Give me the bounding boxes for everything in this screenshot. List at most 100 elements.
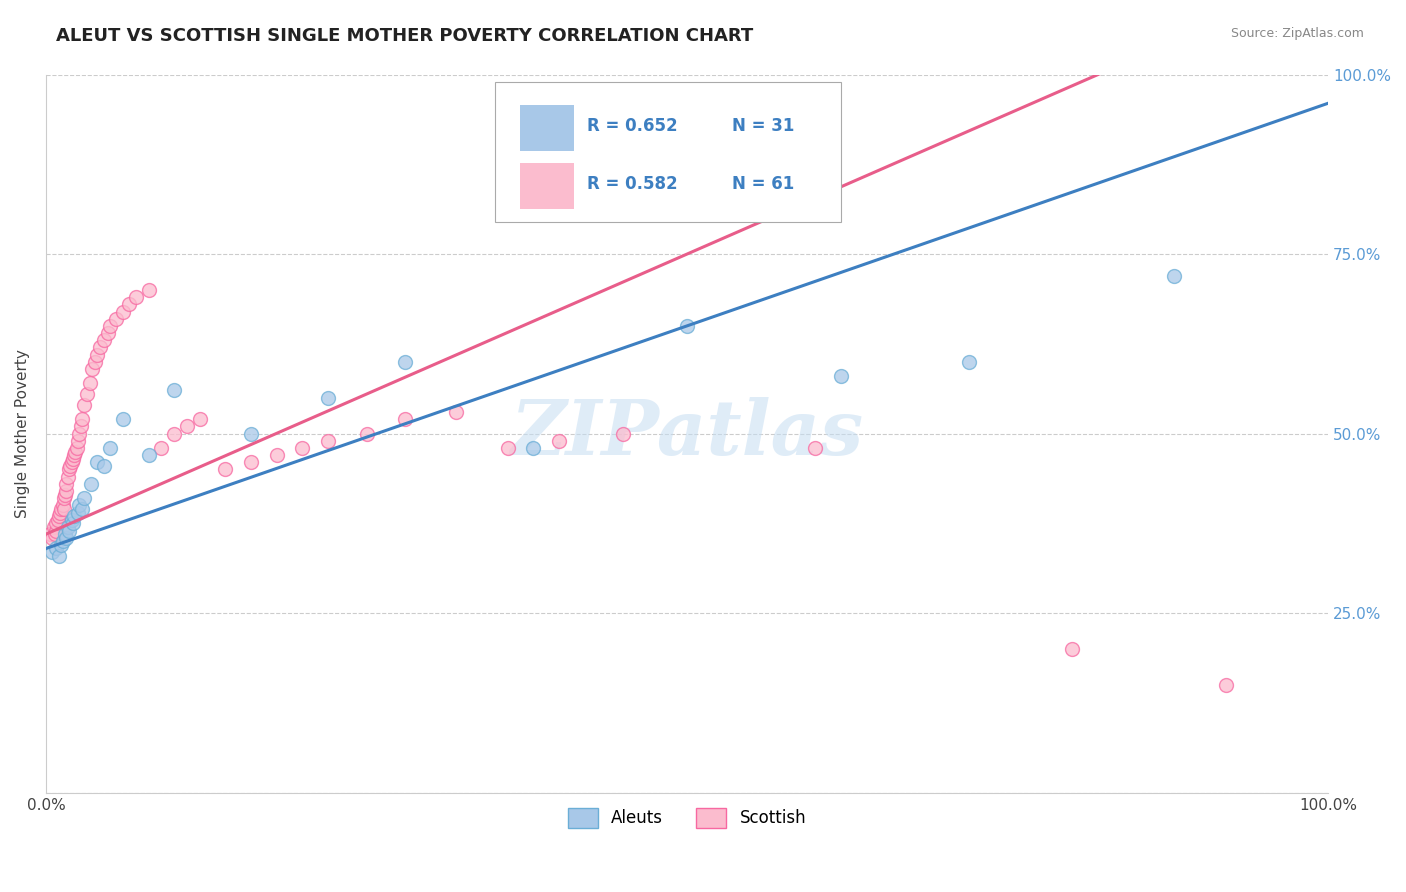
Point: [56, 469, 79, 483]
Point: [79, 376, 101, 391]
Point: [111, 304, 134, 318]
Point: [111, 412, 134, 426]
Point: [53, 488, 76, 502]
Point: [118, 297, 141, 311]
Point: [66, 434, 89, 448]
Text: ALEUT VS SCOTTISH SINGLE MOTHER POVERTY CORRELATION CHART: ALEUT VS SCOTTISH SINGLE MOTHER POVERTY …: [56, 27, 754, 45]
Point: [93, 458, 115, 473]
Point: [42, 520, 65, 534]
Point: [63, 448, 86, 462]
Point: [98, 318, 121, 333]
Point: [55, 531, 77, 545]
Point: [69, 419, 91, 434]
Point: [45, 524, 67, 538]
FancyBboxPatch shape: [520, 105, 574, 152]
Point: [240, 426, 263, 441]
Text: R = 0.582: R = 0.582: [588, 176, 678, 194]
Point: [60, 455, 83, 469]
Text: ZIPatlas: ZIPatlas: [510, 397, 863, 471]
Point: [1215, 678, 1237, 692]
Point: [93, 333, 115, 347]
Point: [138, 448, 160, 462]
Point: [98, 441, 121, 455]
Text: N = 31: N = 31: [733, 117, 794, 136]
Point: [55, 476, 77, 491]
Text: N = 61: N = 61: [733, 176, 794, 194]
Point: [52, 502, 75, 516]
Point: [62, 516, 84, 531]
Point: [51, 538, 73, 552]
Point: [830, 369, 852, 384]
Point: [44, 527, 66, 541]
Point: [53, 527, 76, 541]
Point: [176, 419, 198, 434]
Point: [48, 509, 70, 524]
Point: [522, 441, 544, 455]
Point: [394, 355, 416, 369]
Point: [804, 441, 827, 455]
Point: [188, 412, 211, 426]
Point: [612, 426, 634, 441]
Point: [446, 405, 468, 419]
Point: [138, 283, 160, 297]
Point: [59, 458, 82, 473]
Point: [38, 527, 60, 541]
Point: [66, 506, 89, 520]
Point: [394, 412, 416, 426]
Legend: Aleuts, Scottish: Aleuts, Scottish: [561, 801, 813, 835]
Point: [60, 513, 83, 527]
Point: [547, 434, 569, 448]
Point: [65, 444, 87, 458]
Point: [58, 524, 80, 538]
Point: [63, 509, 86, 524]
FancyBboxPatch shape: [495, 82, 841, 222]
Point: [49, 506, 72, 520]
Point: [80, 476, 103, 491]
Point: [66, 441, 89, 455]
Point: [676, 318, 699, 333]
Point: [316, 434, 339, 448]
Point: [55, 483, 77, 498]
Point: [62, 451, 84, 466]
Point: [1060, 642, 1083, 657]
Point: [89, 340, 111, 354]
Point: [46, 513, 69, 527]
Point: [76, 387, 98, 401]
Text: Source: ZipAtlas.com: Source: ZipAtlas.com: [1230, 27, 1364, 40]
Point: [70, 412, 93, 426]
Point: [125, 290, 148, 304]
Point: [240, 455, 263, 469]
Point: [316, 391, 339, 405]
Point: [45, 541, 67, 556]
Point: [52, 534, 75, 549]
Point: [83, 355, 105, 369]
Point: [58, 462, 80, 476]
Point: [52, 499, 75, 513]
Point: [496, 441, 519, 455]
Point: [86, 455, 108, 469]
Point: [70, 502, 93, 516]
Point: [96, 326, 118, 340]
Point: [52, 491, 75, 506]
Point: [45, 516, 67, 531]
FancyBboxPatch shape: [520, 163, 574, 209]
Point: [163, 426, 186, 441]
Point: [41, 531, 63, 545]
Point: [67, 499, 90, 513]
Point: [82, 362, 104, 376]
Point: [957, 355, 980, 369]
Point: [163, 384, 186, 398]
Point: [214, 462, 236, 476]
Point: [73, 398, 96, 412]
Point: [67, 426, 90, 441]
Point: [105, 311, 128, 326]
Point: [41, 545, 63, 559]
Point: [356, 426, 378, 441]
Point: [48, 549, 70, 563]
Point: [56, 520, 79, 534]
Y-axis label: Single Mother Poverty: Single Mother Poverty: [15, 349, 30, 518]
Point: [150, 441, 173, 455]
Point: [291, 441, 314, 455]
Point: [266, 448, 288, 462]
Point: [73, 491, 96, 506]
